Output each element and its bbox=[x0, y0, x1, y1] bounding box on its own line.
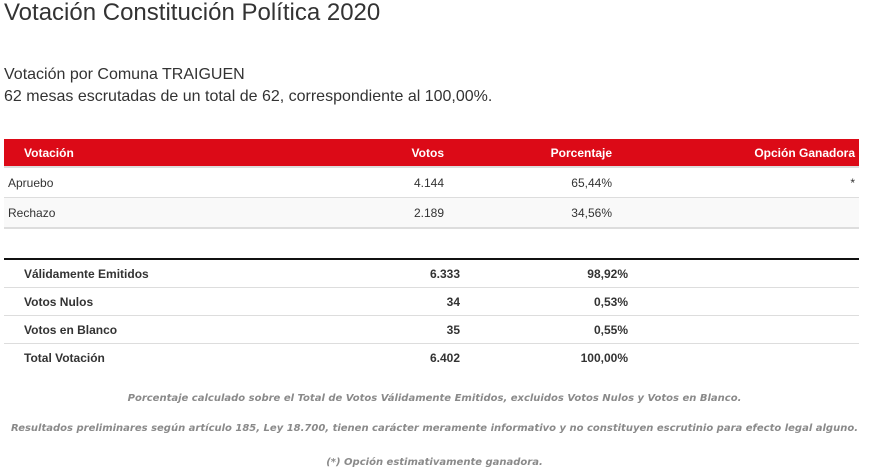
table-row-rechazo: Rechazo 2.189 34,56% bbox=[4, 197, 859, 229]
results-table-header: Votación Votos Porcentaje Opción Ganador… bbox=[4, 139, 859, 168]
header-option: Votación bbox=[4, 139, 372, 168]
row-winner-mark: * bbox=[850, 175, 855, 190]
summary-empty bbox=[632, 259, 859, 288]
table-row-apruebo: Apruebo 4.144 65,44% * bbox=[4, 167, 859, 198]
summary-percent: 100,00% bbox=[580, 350, 628, 365]
summary-empty bbox=[632, 344, 859, 372]
summary-table: Válidamente Emitidos 6.333 98,92% Votos … bbox=[4, 258, 859, 371]
summary-row-total: Total Votación 6.402 100,00% bbox=[4, 344, 859, 372]
row-percent: 65,44% bbox=[571, 175, 612, 190]
summary-percent: 0,55% bbox=[464, 315, 632, 344]
row-percent: 34,56% bbox=[448, 197, 616, 229]
summary-percent: 0,53% bbox=[464, 287, 632, 316]
row-option: Rechazo bbox=[4, 197, 372, 229]
page-title: Votación Constitución Política 2020 bbox=[4, 0, 381, 26]
summary-votes: 6.402 bbox=[429, 350, 460, 365]
results-table: Votación Votos Porcentaje Opción Ganador… bbox=[4, 139, 859, 229]
row-option: Apruebo bbox=[8, 175, 54, 190]
summary-percent: 98,92% bbox=[464, 259, 632, 288]
note-percentage: Porcentaje calculado sobre el Total de V… bbox=[127, 393, 742, 404]
summary-empty bbox=[632, 315, 859, 344]
commune-label: Votación por Comuna TRAIGUEN bbox=[4, 66, 245, 83]
tables-counted-label: 62 mesas escrutadas de un total de 62, c… bbox=[4, 88, 493, 105]
summary-votes: 6.333 bbox=[388, 259, 464, 288]
summary-label: Válidamente Emitidos bbox=[4, 259, 388, 288]
summary-row-null: Votos Nulos 34 0,53% bbox=[4, 287, 859, 316]
header-votes: Votos bbox=[372, 139, 448, 168]
summary-label: Votos Nulos bbox=[4, 287, 388, 316]
summary-label: Votos en Blanco bbox=[4, 315, 388, 344]
subtitle-block: Votación por Comuna TRAIGUEN 62 mesas es… bbox=[4, 64, 492, 108]
row-votes: 2.189 bbox=[372, 197, 448, 229]
summary-row-valid: Válidamente Emitidos 6.333 98,92% bbox=[4, 259, 859, 288]
row-winner-mark bbox=[616, 197, 859, 229]
note-winner-legend: (*) Opción estimativamente ganadora. bbox=[326, 457, 543, 468]
summary-votes: 35 bbox=[388, 315, 464, 344]
summary-label: Total Votación bbox=[24, 350, 105, 365]
summary-row-blank: Votos en Blanco 35 0,55% bbox=[4, 315, 859, 344]
summary-empty bbox=[632, 287, 859, 316]
header-percent: Porcentaje bbox=[448, 139, 616, 168]
summary-votes: 34 bbox=[388, 287, 464, 316]
note-legal: Resultados preliminares según artículo 1… bbox=[11, 423, 858, 434]
header-winner: Opción Ganadora bbox=[616, 139, 859, 168]
row-votes: 4.144 bbox=[413, 175, 444, 190]
